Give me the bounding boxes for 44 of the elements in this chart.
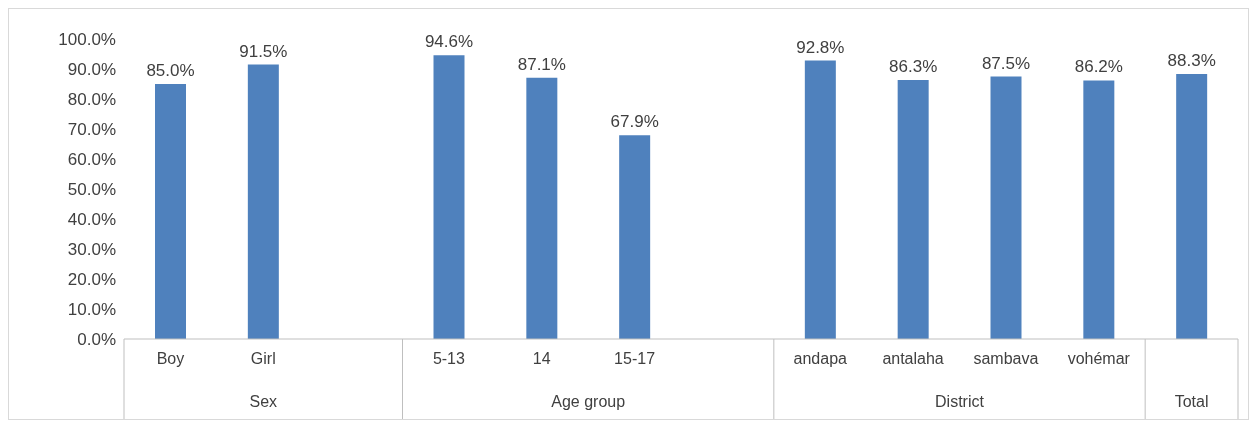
y-tick-label: 50.0% — [67, 180, 116, 200]
data-label: 91.5% — [239, 41, 288, 61]
x-tick-label: Boy — [156, 350, 185, 368]
y-tick-label: 40.0% — [67, 210, 116, 230]
text: Sex — [249, 393, 278, 410]
y-tick-label: 100.0% — [58, 30, 116, 50]
x-tick-label: sambava — [973, 350, 1039, 368]
bar — [526, 77, 558, 339]
bar — [1176, 74, 1208, 339]
x-tick-label: antalaha — [882, 350, 944, 368]
x-tick-label: andapa — [793, 350, 848, 368]
x-tick-label: 14 — [532, 350, 551, 368]
y-tick-label: 60.0% — [67, 150, 116, 170]
text: Age group — [551, 393, 626, 410]
x-tick-label: 15-17 — [614, 350, 656, 368]
y-tick-label: 10.0% — [67, 300, 116, 320]
text: District — [935, 393, 985, 410]
data-label: 67.9% — [610, 112, 659, 132]
x-tick-label: 5-13 — [432, 350, 466, 368]
data-label: 87.5% — [981, 53, 1031, 73]
bar — [897, 80, 929, 339]
bar — [155, 84, 186, 339]
data-label: 88.3% — [1167, 51, 1216, 71]
bar — [1083, 80, 1115, 339]
data-label: 94.6% — [424, 32, 474, 52]
bar — [804, 60, 836, 339]
x-tick-label: vohémar — [1067, 350, 1131, 368]
y-tick-label: 70.0% — [67, 120, 116, 140]
bar — [433, 55, 465, 339]
data-label: 87.1% — [517, 54, 566, 74]
x-tick-label: Girl — [250, 350, 276, 368]
data-label: 86.3% — [889, 57, 938, 77]
y-tick-label: 0.0% — [77, 330, 116, 350]
data-label: 85.0% — [146, 61, 195, 80]
text: Total — [1174, 393, 1209, 410]
data-label: 92.8% — [796, 37, 845, 57]
y-tick-label: 90.0% — [67, 60, 116, 80]
y-tick-label: 20.0% — [67, 270, 116, 290]
y-tick-label: 30.0% — [67, 240, 116, 260]
bar — [619, 135, 651, 339]
data-label: 86.2% — [1074, 57, 1123, 77]
bar — [247, 64, 279, 339]
y-tick-label: 80.0% — [67, 90, 116, 110]
bar — [990, 76, 1022, 339]
